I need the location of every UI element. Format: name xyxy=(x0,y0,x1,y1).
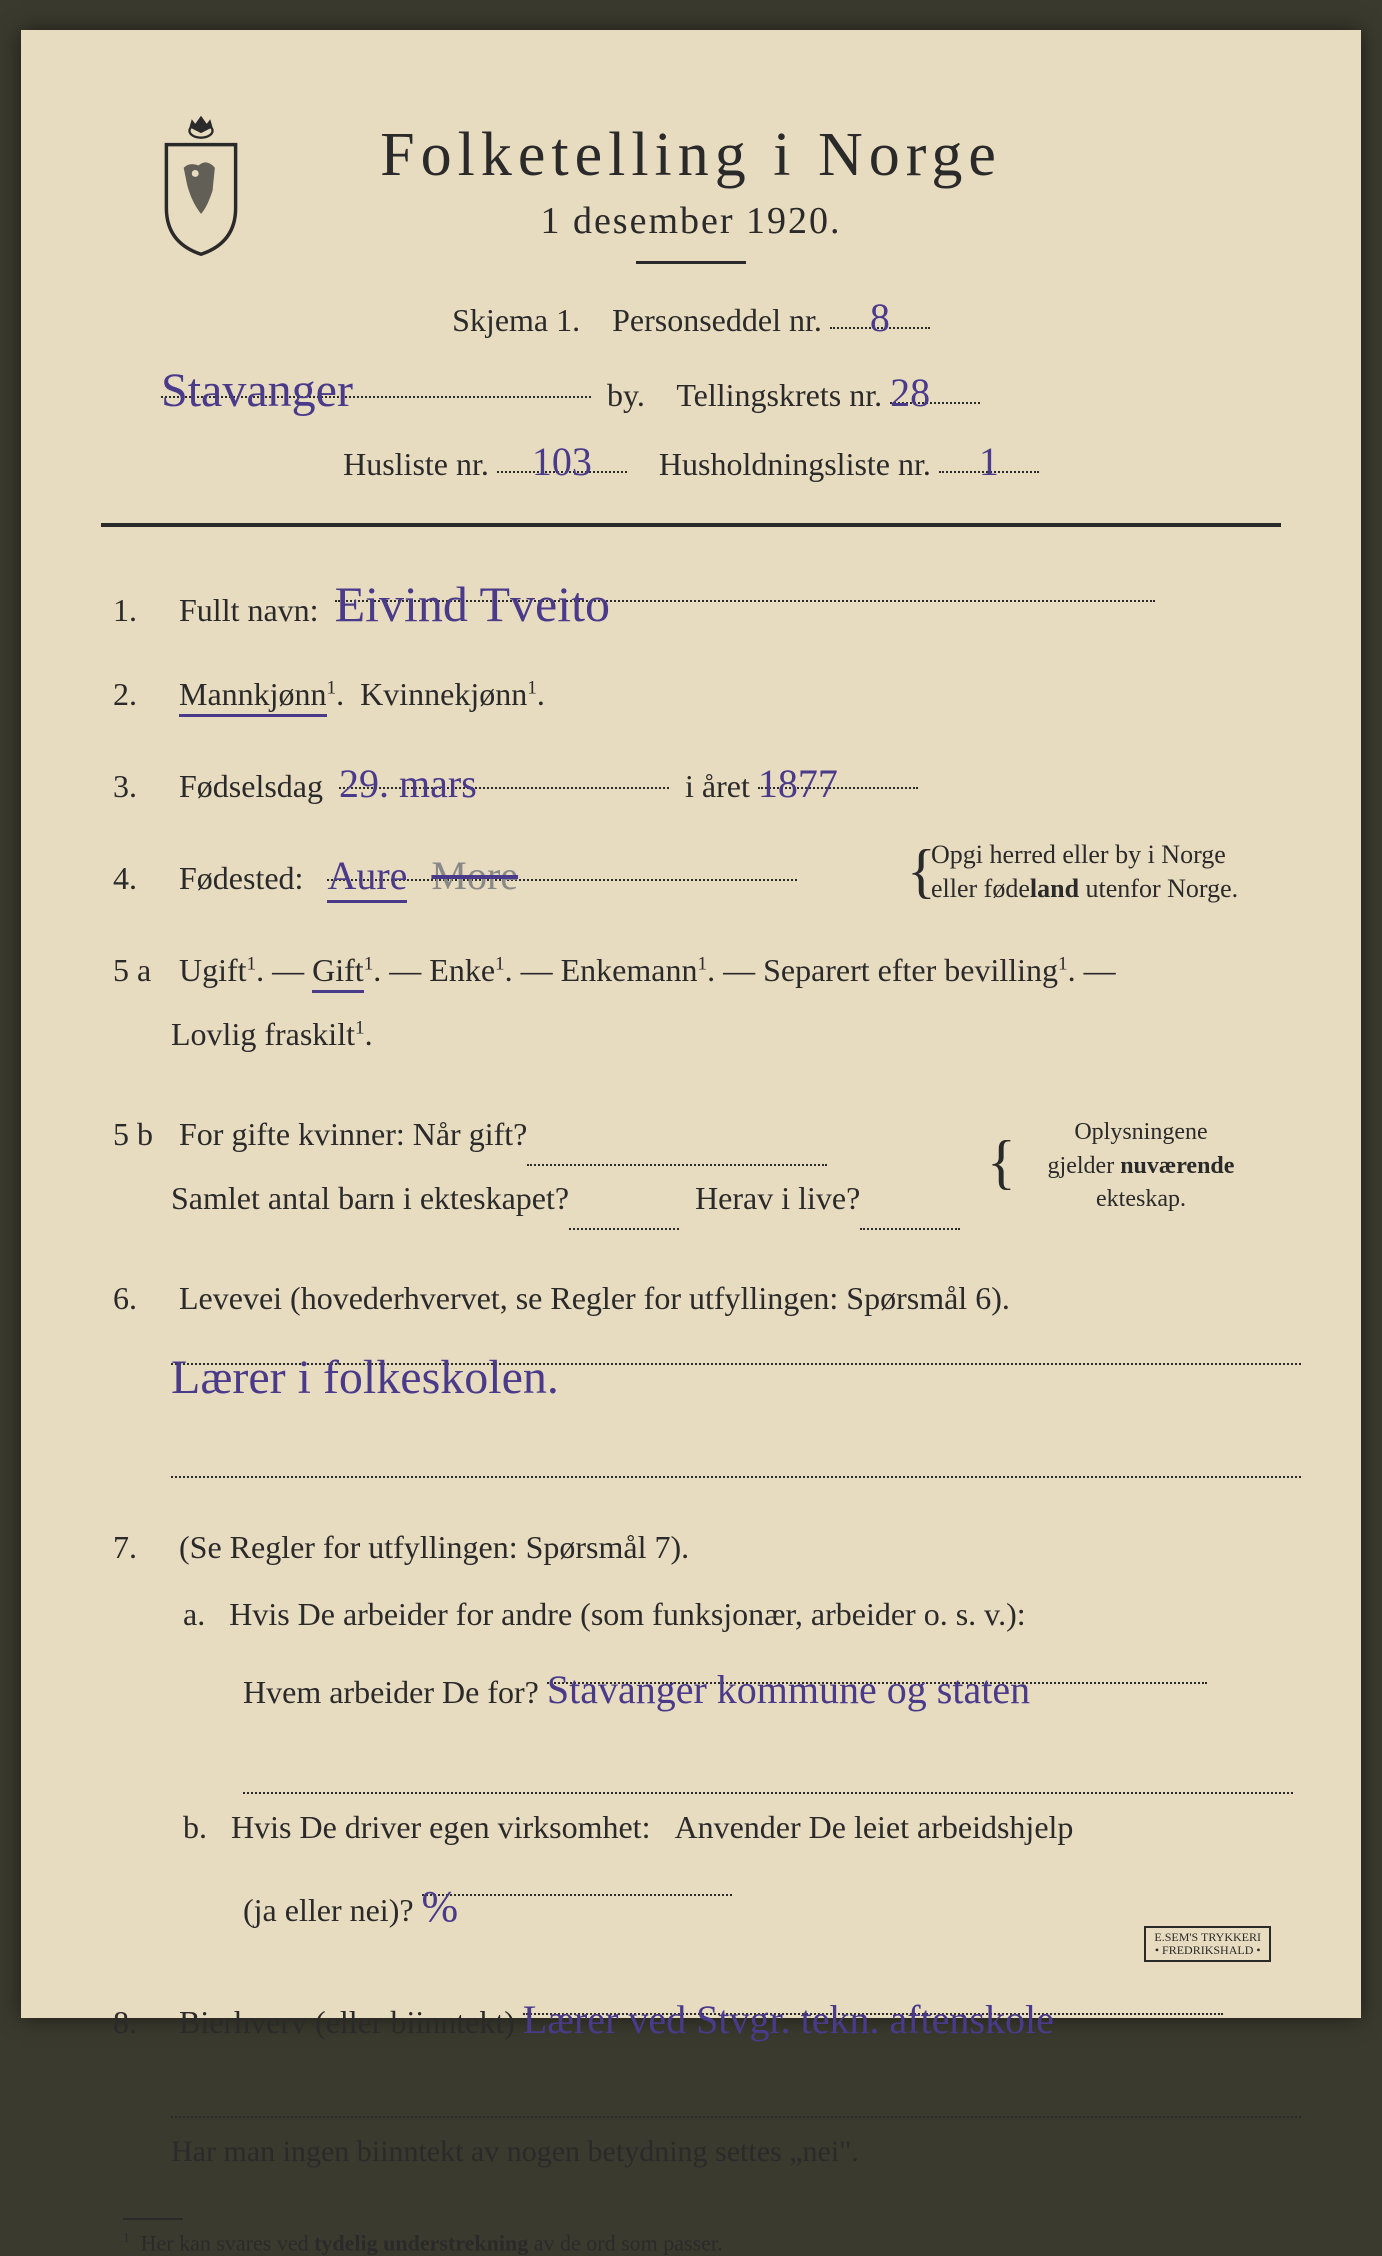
meta-skjema-line: Skjema 1. Personseddel nr. 8 xyxy=(101,294,1281,339)
q2-num: 2. xyxy=(113,670,171,718)
printer-stamp: E.SEM'S TRYKKERI • FREDRIKSHALD • xyxy=(1144,1926,1271,1962)
husholdningsliste-label: Husholdningsliste nr. xyxy=(659,446,931,482)
census-form-page: Folketelling i Norge 1 desember 1920. Sk… xyxy=(21,30,1361,2018)
q5a-enkemann: Enkemann xyxy=(561,952,698,988)
husholdningsliste-value: 1 xyxy=(979,439,999,484)
q1-value: Eivind Tveito xyxy=(335,576,610,632)
q6-num: 6. xyxy=(113,1266,171,1330)
q5b-row: 5 b For gifte kvinner: Når gift? Samlet … xyxy=(101,1102,1281,1230)
personseddel-label: Personseddel nr. xyxy=(612,302,822,338)
tellingskrets-label: Tellingskrets nr. xyxy=(676,377,882,413)
page-title: Folketelling i Norge xyxy=(101,120,1281,191)
q5a-num: 5 a xyxy=(113,938,171,1002)
q5a-fraskilt: Lovlig fraskilt xyxy=(113,1016,355,1052)
q3-day: 29. mars xyxy=(339,761,477,806)
q5a-ugift: Ugift xyxy=(179,952,247,988)
q7b-text3: (ja eller nei)? xyxy=(243,1892,414,1928)
q4-num: 4. xyxy=(113,854,171,902)
q5a-enke: Enke xyxy=(429,952,495,988)
footnote-divider xyxy=(123,2218,183,2220)
by-label: by. xyxy=(607,377,645,413)
q5b-note3: ekteskap. xyxy=(1096,1186,1186,1212)
meta-by-line: Stavanger by. Tellingskrets nr. 28 xyxy=(101,363,1281,414)
q5b-note2: gjelder nuværende xyxy=(1048,1153,1235,1179)
q7-row: 7. (Se Regler for utfyllingen: Spørsmål … xyxy=(101,1514,1281,1944)
page-subtitle: 1 desember 1920. xyxy=(101,199,1281,243)
q1-row: 1. Fullt navn: Eivind Tveito xyxy=(101,567,1281,634)
q5b-line1: For gifte kvinner: Når gift? xyxy=(179,1116,527,1152)
footnote: 1 Her kan svares ved tydelig understrekn… xyxy=(101,2230,1281,2256)
q8-value: Lærer ved Stvgr. tekn. aftenskole xyxy=(523,1997,1054,2042)
footnote-text: Her kan svares ved tydelig understreknin… xyxy=(141,2230,723,2255)
husliste-label: Husliste nr. xyxy=(343,446,489,482)
q4-note1: Opgi herred eller by i Norge xyxy=(931,840,1226,869)
q8-label: Bierhverv (eller biinntekt) xyxy=(179,2004,515,2040)
tellingskrets-value: 28 xyxy=(890,370,930,415)
q7b-value: % xyxy=(422,1882,459,1931)
q6-label: Levevei (hovederhvervet, se Regler for u… xyxy=(179,1280,1010,1316)
q7b-text2: Anvender De leiet arbeidshjelp xyxy=(674,1809,1073,1845)
q5b-line2b: Herav i live? xyxy=(695,1180,860,1216)
q5b-note1: Oplysningene xyxy=(1074,1119,1207,1145)
husliste-value: 103 xyxy=(532,439,592,484)
printer-line2: • FREDRIKSHALD • xyxy=(1154,1944,1261,1957)
coat-of-arms-icon xyxy=(141,110,261,260)
q6-row: 6. Levevei (hovederhvervet, se Regler fo… xyxy=(101,1266,1281,1478)
main-divider xyxy=(101,523,1281,527)
q8-note: Har man ingen biinntekt av nogen betydni… xyxy=(113,2135,859,2168)
q5a-gift: Gift xyxy=(312,952,364,993)
q4-note: { Opgi herred eller by i Norge eller fød… xyxy=(931,838,1271,906)
q8-row: 8. Bierhverv (eller biinntekt) Lærer ved… xyxy=(101,1980,1281,2182)
q7-label: (Se Regler for utfyllingen: Spørsmål 7). xyxy=(179,1529,689,1565)
q5b-line2a: Samlet antal barn i ekteskapet? xyxy=(113,1180,569,1216)
q3-label: Fødselsdag xyxy=(179,768,323,804)
q2-kvinne: Kvinnekjønn xyxy=(360,676,527,712)
personseddel-value: 8 xyxy=(870,295,890,340)
q1-num: 1. xyxy=(113,586,171,634)
q8-num: 8. xyxy=(113,1990,171,2054)
q2-mann: Mannkjønn xyxy=(179,676,327,717)
q5b-note: { Oplysningene gjelder nuværende ekteska… xyxy=(1011,1116,1271,1217)
title-divider xyxy=(636,261,746,264)
printer-line1: E.SEM'S TRYKKERI xyxy=(1154,1931,1261,1944)
q2-row: 2. Mannkjønn1. Kvinnekjønn1. xyxy=(101,670,1281,718)
q7a-text2: Hvem arbeider De for? xyxy=(243,1674,539,1710)
header: Folketelling i Norge 1 desember 1920. Sk… xyxy=(101,120,1281,483)
q7a-label: a. xyxy=(183,1596,205,1632)
q5b-num: 5 b xyxy=(113,1102,171,1166)
q4-row: 4. Fødested: Aure More { Opgi herred ell… xyxy=(101,846,1281,902)
q7a-text1: Hvis De arbeider for andre (som funksjon… xyxy=(229,1596,1025,1632)
q4-label: Fødested: xyxy=(179,860,303,896)
q7b-label: b. xyxy=(183,1809,207,1845)
q6-value: Lærer i folkeskolen. xyxy=(171,1351,559,1404)
q4-note2: eller fødeland utenfor Norge. xyxy=(931,874,1238,903)
by-value: Stavanger xyxy=(161,364,353,417)
meta-husliste-line: Husliste nr. 103 Husholdningsliste nr. 1 xyxy=(101,438,1281,483)
q4-value: Aure xyxy=(327,853,407,903)
q7b-text1: Hvis De driver egen virksomhet: xyxy=(231,1809,650,1845)
q4-struck: More xyxy=(431,853,518,898)
footnote-marker: 1 xyxy=(123,2230,130,2245)
q3-year-label: i året xyxy=(685,768,750,804)
q1-label: Fullt navn: xyxy=(179,592,319,628)
skjema-label: Skjema 1. xyxy=(452,302,580,338)
q3-num: 3. xyxy=(113,762,171,810)
q3-year: 1877 xyxy=(758,761,838,806)
q5a-separert: Separert efter bevilling xyxy=(763,952,1058,988)
q3-row: 3. Fødselsdag 29. mars i året 1877 xyxy=(101,754,1281,810)
q5a-row: 5 a Ugift1. — Gift1. — Enke1. — Enkemann… xyxy=(101,938,1281,1066)
q7-num: 7. xyxy=(113,1514,171,1581)
q7a-value: Stavanger kommune og staten xyxy=(547,1667,1030,1712)
